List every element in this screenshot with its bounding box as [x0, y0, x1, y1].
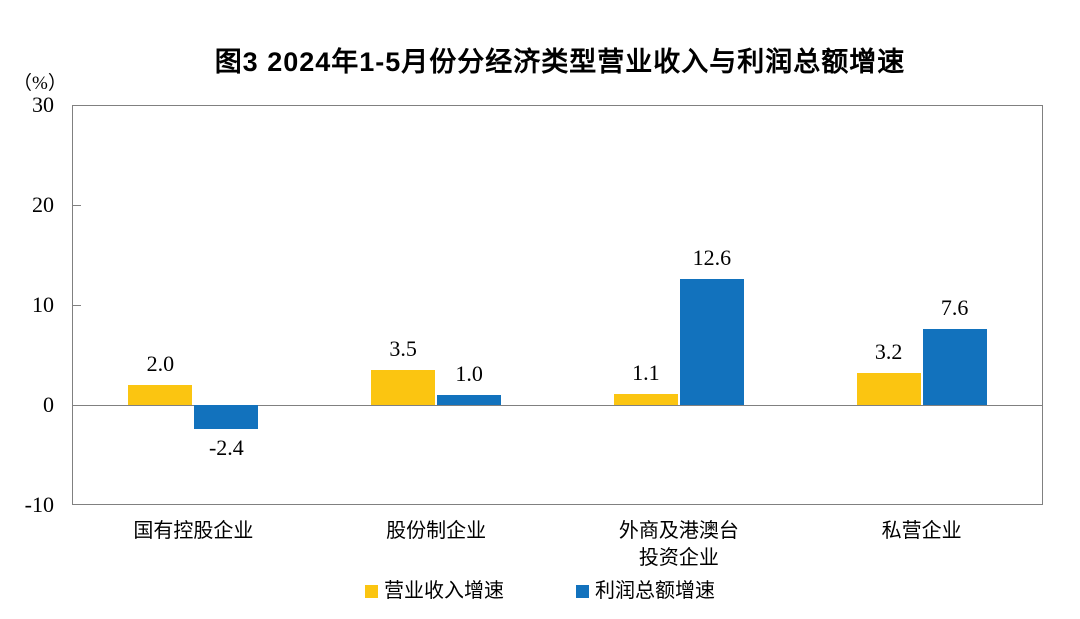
bar-value-label: 7.6 — [940, 295, 969, 320]
bar-营业收入增速 — [128, 385, 193, 405]
y-axis-tick-mark — [72, 305, 81, 306]
y-axis-tick-label: -10 — [24, 492, 54, 517]
y-axis-unit-label: （%） — [13, 73, 67, 94]
legend-item: 利润总额增速 — [576, 580, 715, 602]
bar-value-label: 3.5 — [389, 336, 417, 361]
bar-value-label: 2.0 — [146, 351, 175, 376]
bar-value-label: 12.6 — [692, 245, 732, 270]
x-axis-category-label: 股份制企业 — [386, 520, 487, 542]
legend-swatch-icon — [365, 584, 378, 598]
bar-利润总额增速 — [194, 405, 259, 429]
bar-value-label: 1.0 — [455, 361, 483, 386]
y-axis-tick-label: 10 — [32, 292, 54, 317]
bar-利润总额增速 — [679, 279, 744, 405]
bar-value-label: -2.4 — [208, 435, 244, 460]
y-axis-tick-mark — [72, 205, 81, 206]
x-axis-category-label: 国有控股企业 — [133, 520, 254, 542]
bar-value-label: 1.1 — [632, 360, 660, 385]
legend-swatch-icon — [576, 584, 589, 598]
legend-item: 营业收入增速 — [365, 580, 504, 602]
bar-营业收入增速 — [371, 370, 436, 405]
legend-label: 利润总额增速 — [595, 580, 715, 602]
chart-title: 图3 2024年1-5月份分经济类型营业收入与利润总额增速 — [214, 47, 906, 77]
legend-label: 营业收入增速 — [384, 580, 504, 602]
y-axis-tick-label: 0 — [43, 392, 54, 417]
bar-value-label: 3.2 — [874, 339, 903, 364]
y-axis-tick-label: 30 — [32, 92, 54, 117]
bar-营业收入增速 — [613, 394, 678, 405]
bar-利润总额增速 — [922, 329, 987, 405]
zero-gridline — [72, 405, 1043, 406]
bar-利润总额增速 — [437, 395, 502, 405]
plot-area — [72, 105, 1043, 505]
x-axis-category-label: 外商及港澳台 投资企业 — [618, 520, 739, 569]
chart-legend: 营业收入增速 利润总额增速 — [0, 580, 1080, 602]
y-axis-tick-label: 20 — [32, 192, 54, 217]
x-axis-category-label: 私营企业 — [881, 520, 962, 542]
bar-营业收入增速 — [856, 373, 921, 405]
